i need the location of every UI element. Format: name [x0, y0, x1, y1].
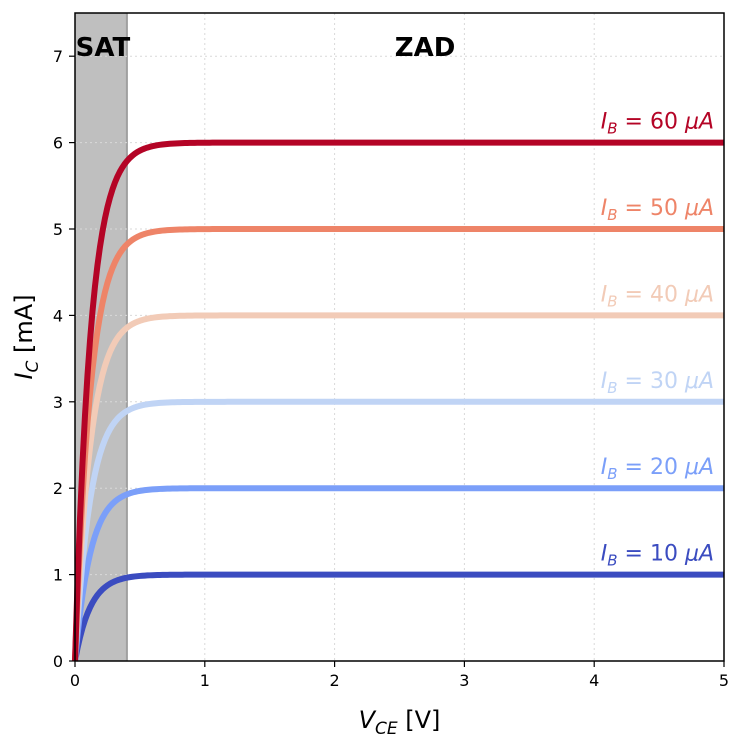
x-tick-label: 0 [70, 671, 80, 690]
x-tick-label: 3 [459, 671, 469, 690]
x-axis-ticks: 0 1 2 3 4 5 [70, 661, 729, 690]
y-axis-title: IC [mA] [10, 294, 43, 379]
x-axis-title-symbol: V [359, 706, 377, 734]
y-tick-label: 1 [53, 566, 63, 585]
y-tick-label: 7 [53, 47, 63, 66]
y-axis-title-subscript: C [23, 360, 43, 372]
curve-label: IB = 60 μA [601, 110, 714, 138]
curve-line [72, 226, 725, 662]
curve-label: IB = 20 μA [601, 455, 714, 483]
active-region-label: ZAD [395, 33, 456, 63]
y-axis-ticks: 0 1 2 3 4 5 6 7 [53, 47, 75, 671]
x-tick-label: 1 [200, 671, 210, 690]
y-axis-title-symbol: I [10, 372, 38, 379]
curve-line [72, 139, 725, 662]
x-tick-label: 2 [330, 671, 340, 690]
x-axis-title: VCE [V] [359, 706, 441, 737]
curve-line [72, 312, 725, 662]
curve-line [72, 398, 725, 662]
curve-group [72, 139, 725, 662]
y-axis-title-unit: [mA] [10, 294, 38, 360]
curve-label: IB = 10 μA [601, 542, 714, 570]
curve-label: IB = 50 μA [601, 196, 714, 224]
y-tick-label: 4 [53, 306, 63, 325]
curve-line [72, 485, 725, 662]
y-tick-label: 2 [53, 479, 63, 498]
x-tick-label: 5 [719, 671, 729, 690]
y-tick-label: 3 [53, 393, 63, 412]
y-tick-label: 0 [53, 652, 63, 671]
y-tick-label: 5 [53, 220, 63, 239]
x-axis-title-unit: [V] [398, 706, 441, 734]
curve-label: IB = 30 μA [601, 369, 714, 397]
x-tick-label: 4 [589, 671, 599, 690]
curve-label: IB = 40 μA [601, 282, 714, 310]
curve-line [72, 571, 725, 662]
saturation-region-label: SAT [76, 33, 131, 63]
y-tick-label: 6 [53, 134, 63, 153]
curve-label-group: IB = 10 μA IB = 20 μA IB = 30 μA IB = 40 μA… [601, 110, 714, 570]
x-axis-title-subscript: CE [375, 719, 398, 737]
plot-frame [74, 12, 725, 662]
